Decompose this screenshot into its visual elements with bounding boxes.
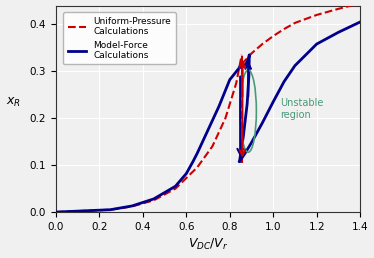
- Model-Force
Calculations: [130, 204, 134, 207]
- Uniform-Pressure
Calculations: [239, 53, 244, 57]
- Uniform-Pressure
Calculations: [173, 187, 178, 190]
- Model-Force
Calculations: [184, 172, 188, 175]
- Uniform-Pressure
Calculations: [195, 166, 199, 169]
- Model-Force
Calculations: [237, 66, 242, 69]
- Model-Force
Calculations: [227, 78, 232, 81]
- Model-Force
Calculations: [195, 152, 199, 155]
- Line: Model-Force
Calculations: Model-Force Calculations: [56, 68, 239, 212]
- Uniform-Pressure
Calculations: [151, 199, 156, 202]
- Model-Force
Calculations: [173, 185, 178, 188]
- Model-Force
Calculations: [191, 160, 195, 163]
- Model-Force
Calculations: [206, 128, 210, 132]
- Model-Force
Calculations: [151, 197, 156, 200]
- Model-Force
Calculations: [54, 211, 58, 214]
- Uniform-Pressure
Calculations: [54, 211, 58, 214]
- Legend: Uniform-Pressure
Calculations, Model-Force
Calculations: Uniform-Pressure Calculations, Model-For…: [64, 12, 175, 64]
- Text: Unstable
region: Unstable region: [280, 98, 323, 120]
- X-axis label: $V_{DC}/V_r$: $V_{DC}/V_r$: [188, 237, 228, 252]
- Model-Force
Calculations: [217, 105, 221, 108]
- Line: Uniform-Pressure
Calculations: Uniform-Pressure Calculations: [56, 55, 242, 212]
- Uniform-Pressure
Calculations: [223, 117, 228, 120]
- Uniform-Pressure
Calculations: [234, 82, 239, 85]
- Uniform-Pressure
Calculations: [108, 208, 113, 211]
- Uniform-Pressure
Calculations: [130, 205, 134, 208]
- Uniform-Pressure
Calculations: [210, 145, 215, 148]
- Model-Force
Calculations: [108, 208, 113, 211]
- Y-axis label: $x_R$: $x_R$: [6, 96, 21, 109]
